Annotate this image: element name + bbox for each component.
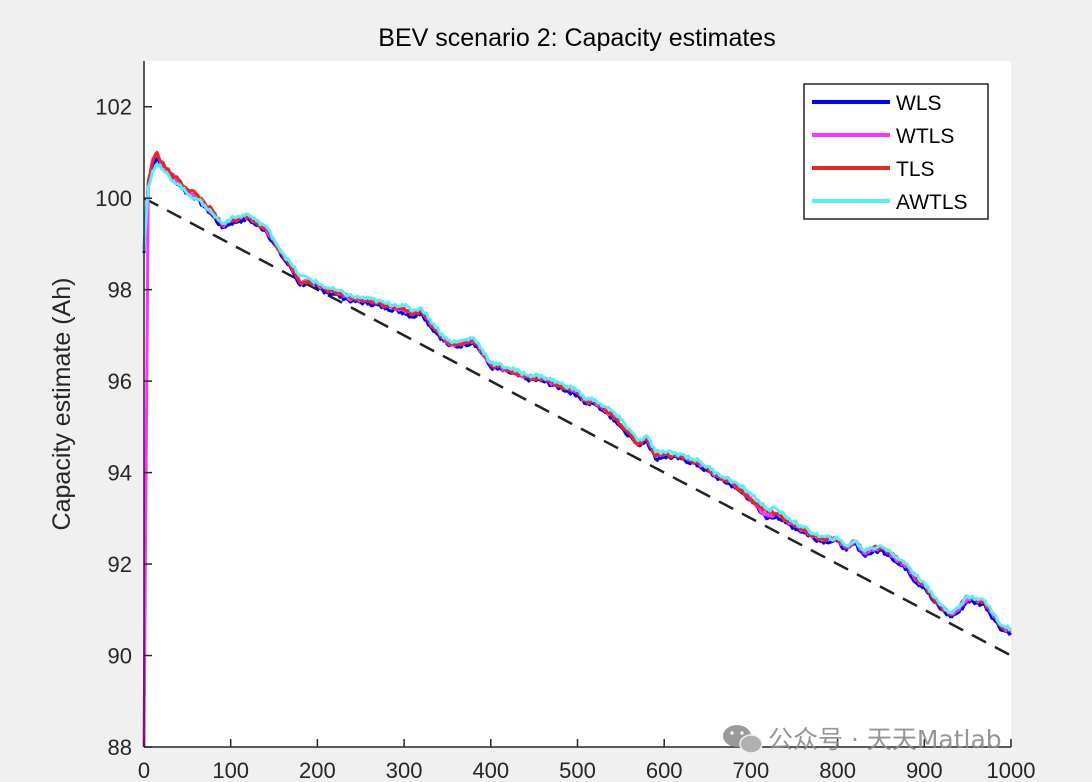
y-tick-label: 88 xyxy=(108,735,132,760)
y-axis-label: Capacity estimate (Ah) xyxy=(48,278,76,531)
x-tick-label: 300 xyxy=(386,758,423,782)
y-tick-label: 102 xyxy=(95,95,132,120)
series-line-awtls xyxy=(142,162,1013,632)
x-tick-label: 500 xyxy=(559,758,596,782)
x-tick-label: 1000 xyxy=(987,758,1036,782)
legend-label-wtls: WTLS xyxy=(896,125,954,148)
axes-layer: 88 90 92 94 96 98 100 102 0 100 200 300 400 500 600 700… xyxy=(95,61,1035,782)
series-layer xyxy=(142,151,1013,748)
y-tick-label: 90 xyxy=(108,644,132,669)
legend-label-awtls: AWTLS xyxy=(896,191,968,214)
watermark-text: 公众号 · 天天Matlab xyxy=(768,725,1002,754)
y-tick-label: 100 xyxy=(95,186,132,211)
legend[interactable]: WLS WTLS TLS AWTLS xyxy=(803,83,989,220)
watermark: 公众号 · 天天Matlab xyxy=(723,725,1002,754)
x-tick-label: 400 xyxy=(472,758,509,782)
x-tick-label: 100 xyxy=(212,758,249,782)
x-tick-label: 700 xyxy=(733,758,770,782)
wechat-icon xyxy=(723,725,763,754)
legend-box xyxy=(803,83,989,220)
x-tick-label: 900 xyxy=(906,758,943,782)
x-tick-label: 800 xyxy=(819,758,856,782)
y-tick-label: 92 xyxy=(108,552,132,577)
legend-label-tls: TLS xyxy=(896,158,935,181)
x-tick-label: 200 xyxy=(299,758,336,782)
y-tick-label: 96 xyxy=(108,369,132,394)
chart-title: BEV scenario 2: Capacity estimates xyxy=(378,24,775,52)
y-tick-label: 98 xyxy=(108,278,132,303)
x-tick-label: 0 xyxy=(138,758,150,782)
series-line-reference xyxy=(143,197,1012,657)
x-tick-label: 600 xyxy=(646,758,683,782)
y-tick-label: 94 xyxy=(108,461,132,486)
legend-label-wls: WLS xyxy=(896,92,942,115)
